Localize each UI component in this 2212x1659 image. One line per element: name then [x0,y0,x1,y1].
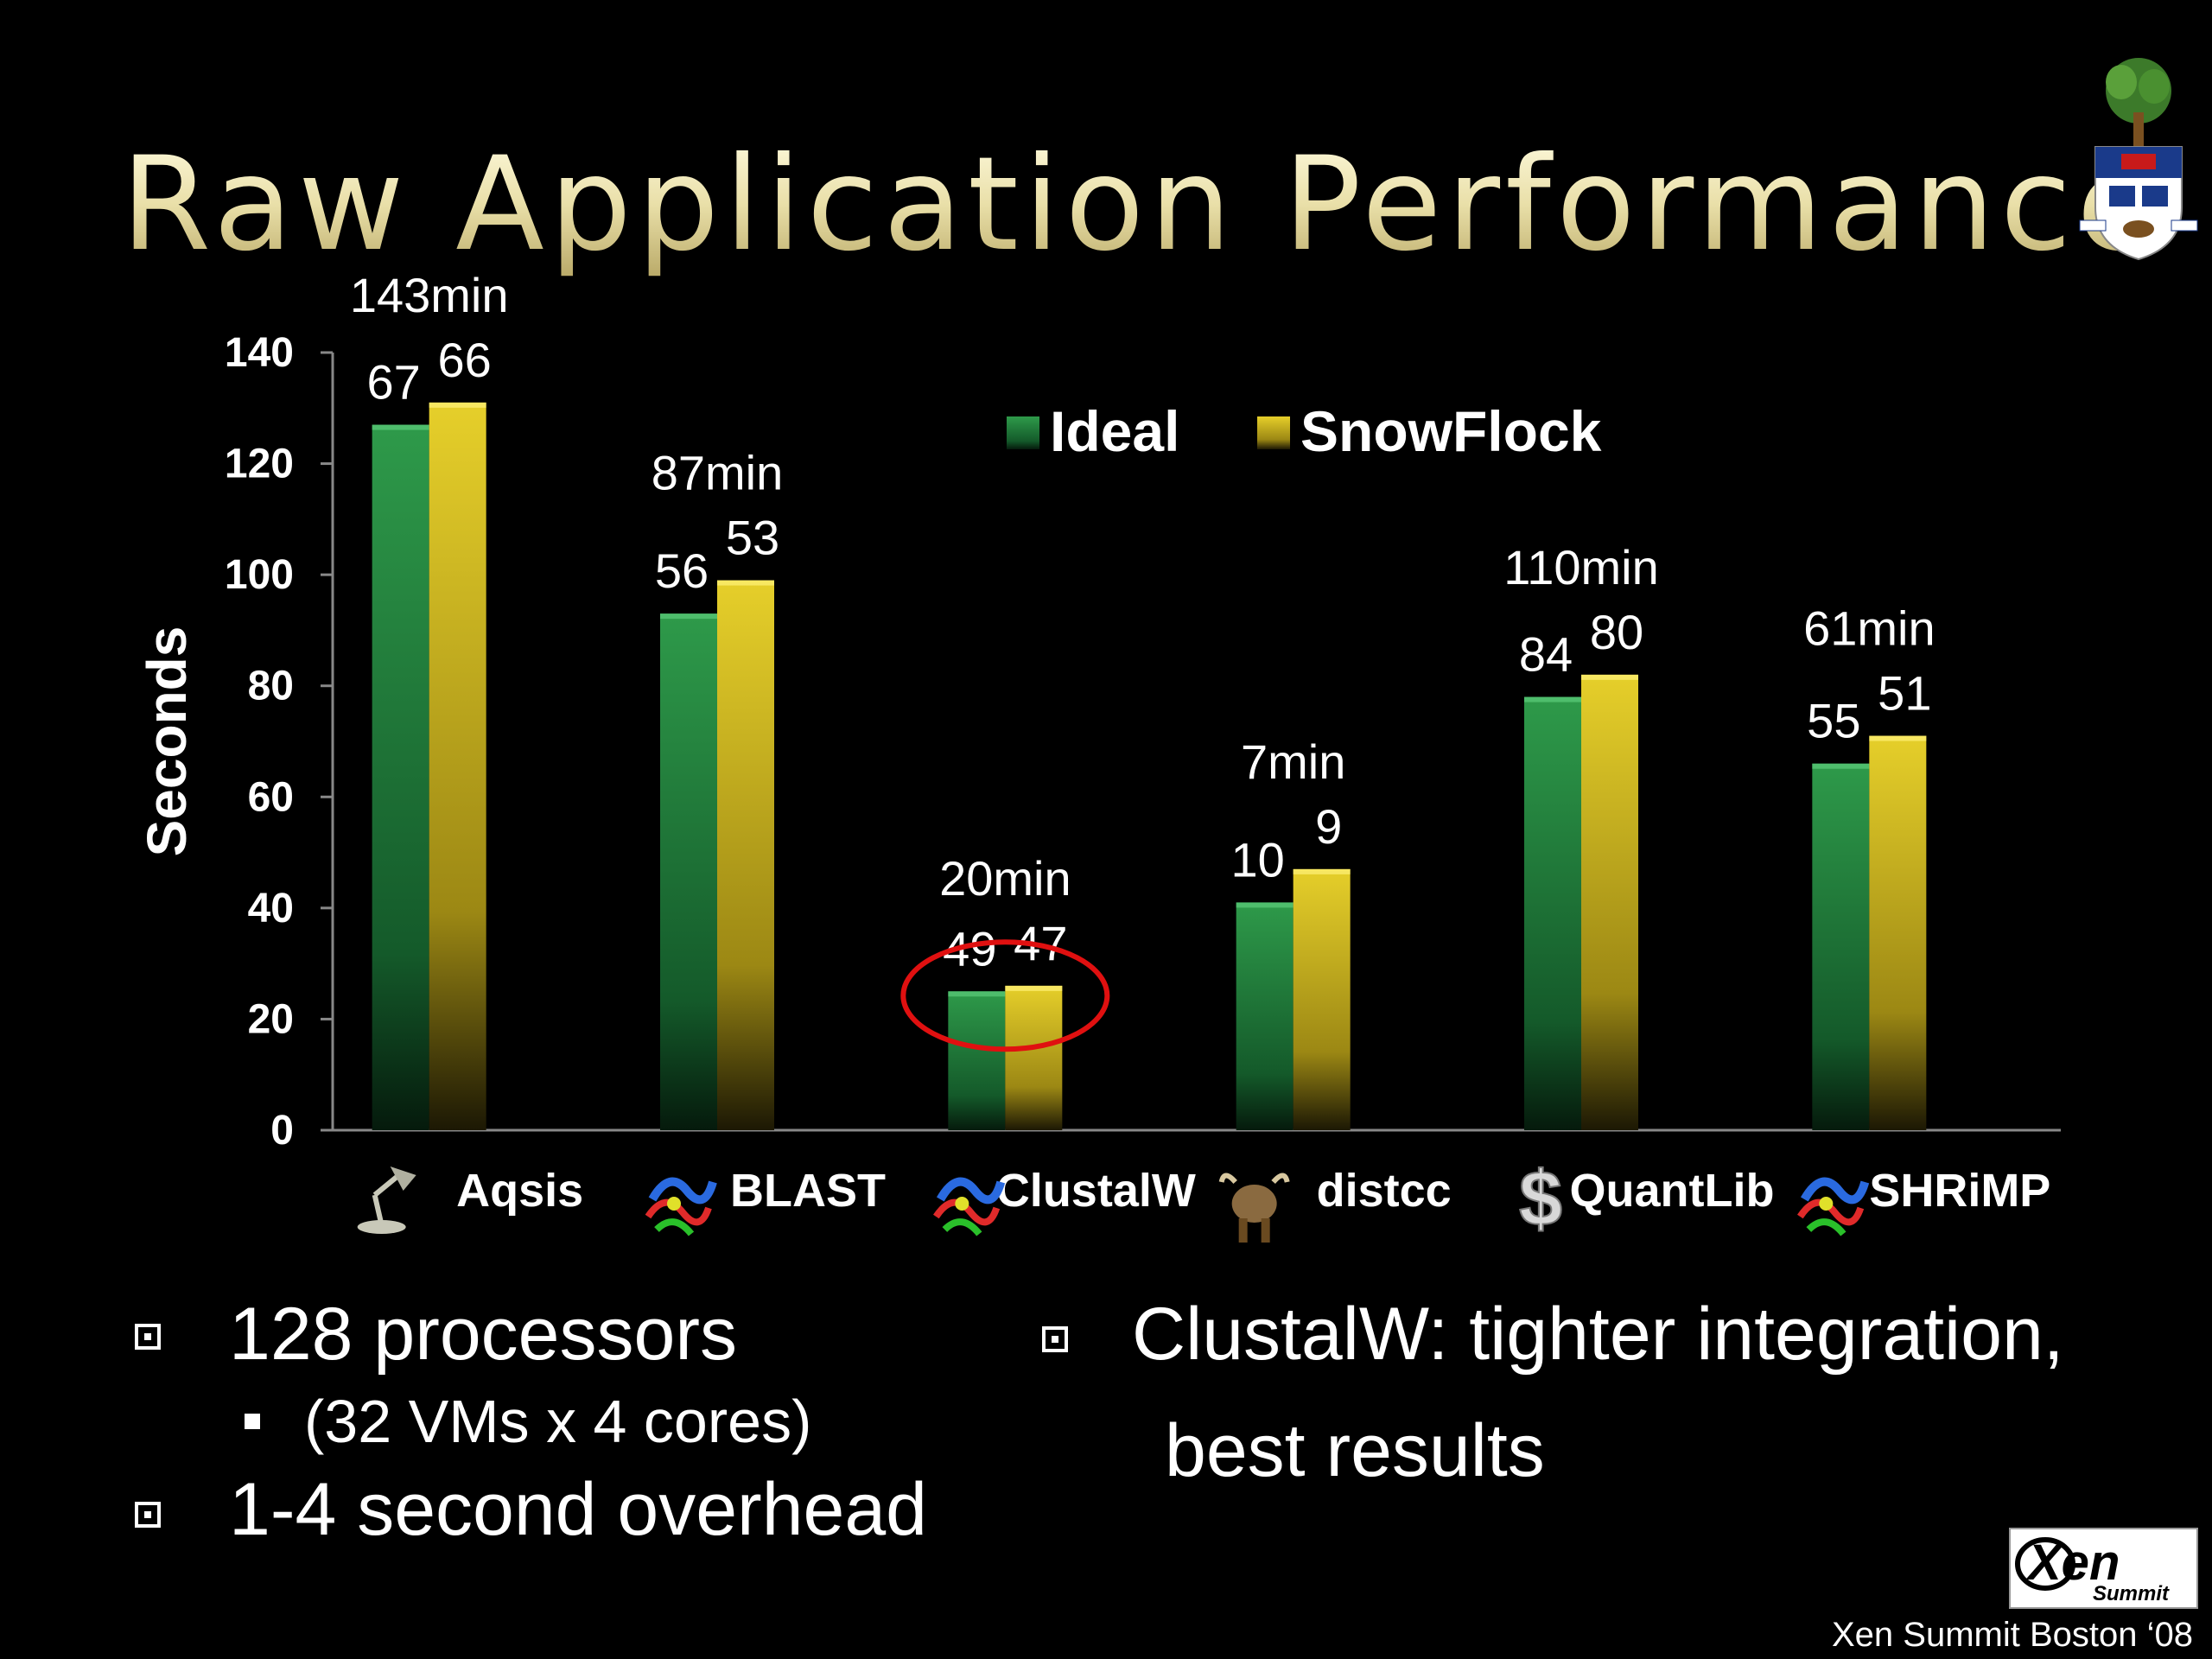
bar-ideal-quantlib [1524,696,1581,1130]
bar-ideal-clustalw [948,991,1006,1130]
protein-icon [645,1177,717,1236]
x-tick-label: BLAST [730,1165,886,1217]
y-tick-label: 0 [270,1108,294,1154]
bar-highlight [717,580,774,586]
legend-swatch-ideal [1007,416,1039,449]
bar-snowflock-distcc [1293,868,1351,1130]
sub-bullet-marker [245,1414,260,1429]
bar-highlight [1869,735,1927,741]
svg-text:$: $ [1519,1156,1562,1243]
bar-highlight [1293,868,1351,874]
bar-ideal-shrimp [1812,763,1870,1130]
data-label-snowflock: 51 [1878,666,1931,721]
bar-highlight [948,991,1006,997]
data-label-snowflock: 80 [1590,605,1643,659]
dollar-icon: $ [1518,1155,1563,1243]
protein-icon [1797,1177,1870,1236]
bar-highlight [1812,763,1870,769]
y-tick-label: 100 [225,552,294,598]
group-time-label: 110min [1503,540,1659,594]
group-time-label: 61min [1803,601,1936,656]
bullet-overhead: 1-4 second overhead [229,1468,928,1551]
bar-snowflock-blast [717,580,774,1130]
bar-ideal-blast [660,613,717,1130]
y-tick-label: 40 [248,886,294,931]
bar-snowflock-aqsis [429,402,486,1130]
group-time-label: 143min [350,268,509,322]
y-tick-label: 80 [248,664,294,709]
bar-highlight [1005,985,1063,991]
bar-highlight [372,424,429,430]
protein-icon [933,1177,1006,1236]
data-label-ideal: 56 [655,543,709,598]
legend-label-ideal: Ideal [1050,399,1179,463]
bar-snowflock-quantlib [1581,674,1638,1130]
x-tick-label: distcc [1317,1165,1452,1217]
bar-highlight [1581,674,1638,680]
data-label-ideal: 55 [1807,694,1860,748]
bullet-processors: 128 processors [229,1293,737,1376]
bar-chart: 0 20 40 60 80 100 120 140 Seconds 67 66 143min Aqsi… [136,268,2061,1243]
x-tick-label: ClustalW [996,1165,1196,1217]
bar-ideal-aqsis [372,424,429,1131]
data-label-ideal: 84 [1519,627,1573,682]
highlight-ellipse [900,939,1110,1052]
group-time-label: 87min [652,446,784,500]
bullet-clustalw: ClustalW: tighter integration, [1132,1293,2064,1376]
footer-text: Xen Summit Boston ‘08 [1832,1616,2193,1654]
bar-ideal-distcc [1236,902,1294,1130]
bar-highlight [429,402,486,408]
bar-highlight [1524,696,1581,702]
sub-bullet-vms: (32 VMs x 4 cores) [304,1388,812,1455]
bullet-marker [1042,1326,1068,1352]
bar-snowflock-clustalw [1005,985,1063,1130]
x-tick-label: QuantLib [1570,1165,1775,1217]
xen-summit-logo: Xen Summit [2009,1528,2198,1609]
xen-logo-text: Xen [2025,1535,2120,1591]
data-label-snowflock: 53 [726,511,779,565]
bar-highlight [660,613,717,620]
bullet-clustalw-cont: best results [1165,1409,1545,1492]
data-label-snowflock: 9 [1315,799,1342,854]
bullet-marker [135,1324,161,1350]
y-tick-label: 120 [225,442,294,487]
gnu-icon [1218,1173,1290,1243]
legend-swatch-snowflock [1257,416,1290,449]
data-label-ideal: 67 [367,355,421,410]
bar-highlight [1236,902,1294,908]
bar-snowflock-shrimp [1869,735,1927,1130]
y-axis-title: Seconds [136,626,198,857]
bullet-marker [135,1502,161,1528]
slide-title: Raw Application Performance [121,130,2162,280]
y-tick-label: 60 [248,774,294,820]
y-tick-label: 140 [225,330,294,376]
y-tick-label: 20 [248,996,294,1042]
group-time-label: 20min [939,851,1071,906]
legend-label-snowflock: SnowFlock [1300,399,1602,463]
x-tick-label: SHRiMP [1869,1165,2050,1217]
university-crest-icon [2079,58,2198,261]
data-label-snowflock: 66 [438,333,492,387]
xen-logo-subtext: Summit [2093,1582,2170,1605]
lamp-icon [357,1166,416,1234]
group-time-label: 7min [1241,734,1345,789]
x-tick-label: Aqsis [456,1165,583,1217]
data-label-ideal: 10 [1231,832,1285,887]
